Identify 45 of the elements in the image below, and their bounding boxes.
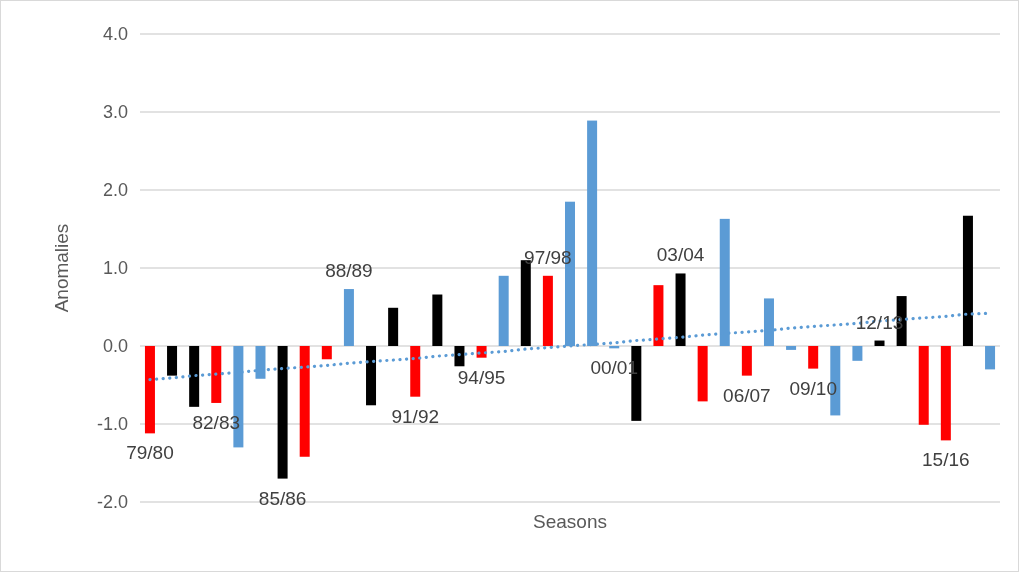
bar xyxy=(410,346,421,397)
bar xyxy=(211,346,222,403)
bar xyxy=(498,275,509,346)
bar xyxy=(874,340,885,346)
bar xyxy=(653,285,664,346)
bar xyxy=(962,215,973,346)
x-tick-label: 15/16 xyxy=(922,449,970,471)
bar xyxy=(144,346,155,434)
x-tick-label: 88/89 xyxy=(325,260,373,282)
bar xyxy=(542,275,553,346)
bar xyxy=(277,346,288,479)
bar xyxy=(786,346,797,350)
x-axis-title: Seasons xyxy=(533,511,607,532)
bar xyxy=(808,346,819,369)
x-tick-label: 79/80 xyxy=(126,442,174,464)
bar xyxy=(940,346,951,441)
x-tick-label: 91/92 xyxy=(391,405,440,427)
x-tick-label: 06/07 xyxy=(723,384,771,406)
bar xyxy=(255,346,266,379)
bar xyxy=(167,346,178,376)
x-tick-label: 85/86 xyxy=(258,487,307,509)
bar xyxy=(454,346,465,367)
bar xyxy=(343,289,354,346)
y-tick-label: 1.0 xyxy=(102,258,128,279)
y-tick-label: -1.0 xyxy=(96,414,128,435)
bar xyxy=(741,346,752,376)
y-tick-label: 4.0 xyxy=(102,24,128,45)
bar xyxy=(432,294,443,346)
bar xyxy=(299,346,310,457)
bar xyxy=(985,346,996,370)
y-axis-title: Anomalies xyxy=(51,223,72,313)
bar xyxy=(189,346,200,407)
y-tick-label: 2.0 xyxy=(102,180,128,201)
y-tick-label: -2.0 xyxy=(96,492,128,513)
bar xyxy=(675,273,686,346)
bar xyxy=(388,307,399,346)
y-tick-label: 0.0 xyxy=(102,336,128,357)
x-tick-label: 03/04 xyxy=(656,244,705,266)
x-tick-label: 94/95 xyxy=(457,366,506,388)
bar xyxy=(697,346,708,402)
bar xyxy=(852,346,863,361)
y-tick-label: 3.0 xyxy=(102,102,128,123)
bar xyxy=(366,346,377,406)
bar xyxy=(918,346,929,425)
bar xyxy=(321,346,332,360)
